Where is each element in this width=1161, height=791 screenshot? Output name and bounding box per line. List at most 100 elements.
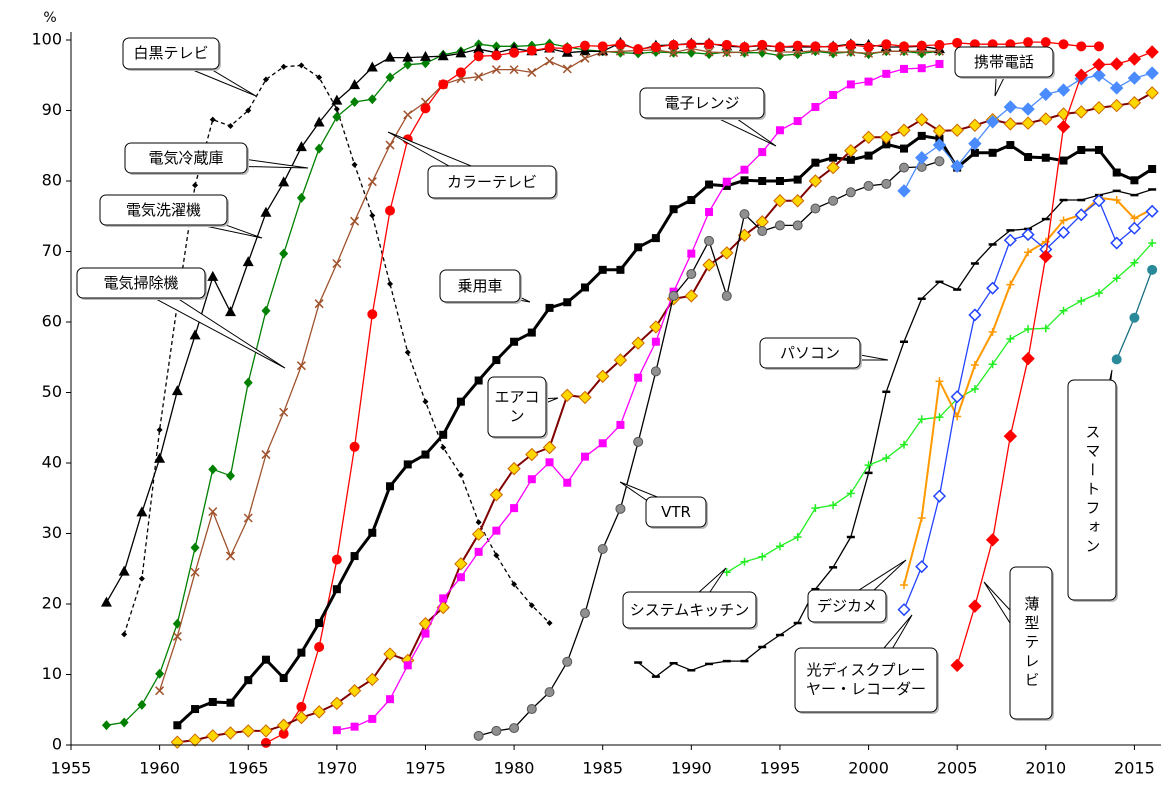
marker xyxy=(649,320,663,334)
callout-box xyxy=(124,142,248,174)
marker xyxy=(988,360,997,369)
marker xyxy=(616,265,625,274)
marker xyxy=(900,580,909,589)
marker xyxy=(950,159,964,173)
marker xyxy=(1127,71,1142,85)
marker xyxy=(138,575,145,582)
marker xyxy=(1023,37,1034,48)
marker xyxy=(1003,233,1017,247)
marker xyxy=(542,440,557,455)
marker xyxy=(173,721,182,730)
marker xyxy=(368,528,377,537)
marker xyxy=(811,102,820,111)
marker xyxy=(634,243,643,252)
marker xyxy=(881,39,892,50)
marker xyxy=(402,51,414,62)
marker xyxy=(1092,68,1106,82)
marker xyxy=(740,557,749,566)
marker xyxy=(615,47,625,58)
marker xyxy=(350,97,360,108)
marker xyxy=(545,458,554,467)
marker xyxy=(633,44,644,55)
series-label: パソコン xyxy=(779,343,840,362)
marker xyxy=(1109,57,1124,71)
marker xyxy=(651,234,660,243)
marker xyxy=(403,59,413,70)
marker xyxy=(171,385,183,396)
marker xyxy=(793,175,802,184)
series-label: VTR xyxy=(661,502,691,521)
marker xyxy=(421,450,430,459)
marker xyxy=(172,631,182,641)
marker xyxy=(474,547,483,556)
marker xyxy=(347,684,362,698)
callout: 電気洗濯機 xyxy=(126,201,201,219)
series-label: 携帯電話 xyxy=(973,52,1034,71)
marker xyxy=(597,544,608,555)
marker xyxy=(580,53,590,63)
marker xyxy=(1092,100,1106,115)
marker xyxy=(790,194,805,208)
marker xyxy=(916,40,927,51)
marker xyxy=(332,111,342,122)
marker xyxy=(298,62,305,69)
series-label: カラーテレビ xyxy=(446,172,537,191)
marker xyxy=(332,585,341,594)
marker xyxy=(563,478,572,487)
marker xyxy=(545,56,555,66)
marker xyxy=(899,41,910,52)
marker xyxy=(226,470,236,481)
marker xyxy=(634,373,643,382)
marker xyxy=(386,695,395,704)
marker xyxy=(758,552,767,561)
marker xyxy=(704,235,715,246)
series-label: システムキッチン xyxy=(629,600,750,619)
marker xyxy=(970,361,979,370)
marker xyxy=(580,452,589,461)
marker xyxy=(155,686,165,696)
marker xyxy=(471,527,486,541)
y-tick-label: 100 xyxy=(31,30,62,49)
marker xyxy=(598,265,607,274)
marker xyxy=(1148,165,1157,174)
marker xyxy=(1145,66,1159,80)
y-tick-label: 90 xyxy=(42,100,62,119)
marker xyxy=(369,212,376,219)
marker xyxy=(739,209,750,220)
callout-box xyxy=(427,165,557,199)
marker xyxy=(404,349,411,356)
marker xyxy=(722,177,731,186)
marker xyxy=(846,489,855,498)
marker xyxy=(330,696,344,711)
callout: システムキッチン xyxy=(629,600,750,619)
x-tick-label: 1995 xyxy=(760,759,801,778)
callout: 乗用車 xyxy=(457,277,502,295)
marker xyxy=(722,181,731,190)
marker xyxy=(864,151,873,160)
callout-box xyxy=(439,269,521,303)
marker xyxy=(985,115,1000,129)
marker xyxy=(775,177,784,185)
marker xyxy=(1003,429,1018,443)
marker xyxy=(474,72,484,82)
marker xyxy=(864,461,873,470)
marker xyxy=(829,90,838,99)
marker xyxy=(1076,41,1087,52)
marker xyxy=(278,176,290,187)
marker xyxy=(279,407,289,417)
callout: カラーテレビ xyxy=(446,172,537,191)
marker xyxy=(934,39,945,50)
marker xyxy=(296,361,306,371)
marker xyxy=(136,506,148,517)
marker xyxy=(422,398,429,405)
marker xyxy=(366,61,378,72)
marker xyxy=(1127,221,1141,235)
marker xyxy=(1040,37,1051,48)
marker xyxy=(757,226,768,237)
marker xyxy=(704,47,714,57)
series-label: 電気冷蔵庫 xyxy=(148,148,224,167)
marker xyxy=(917,131,926,140)
marker xyxy=(846,80,855,89)
marker xyxy=(137,699,147,710)
